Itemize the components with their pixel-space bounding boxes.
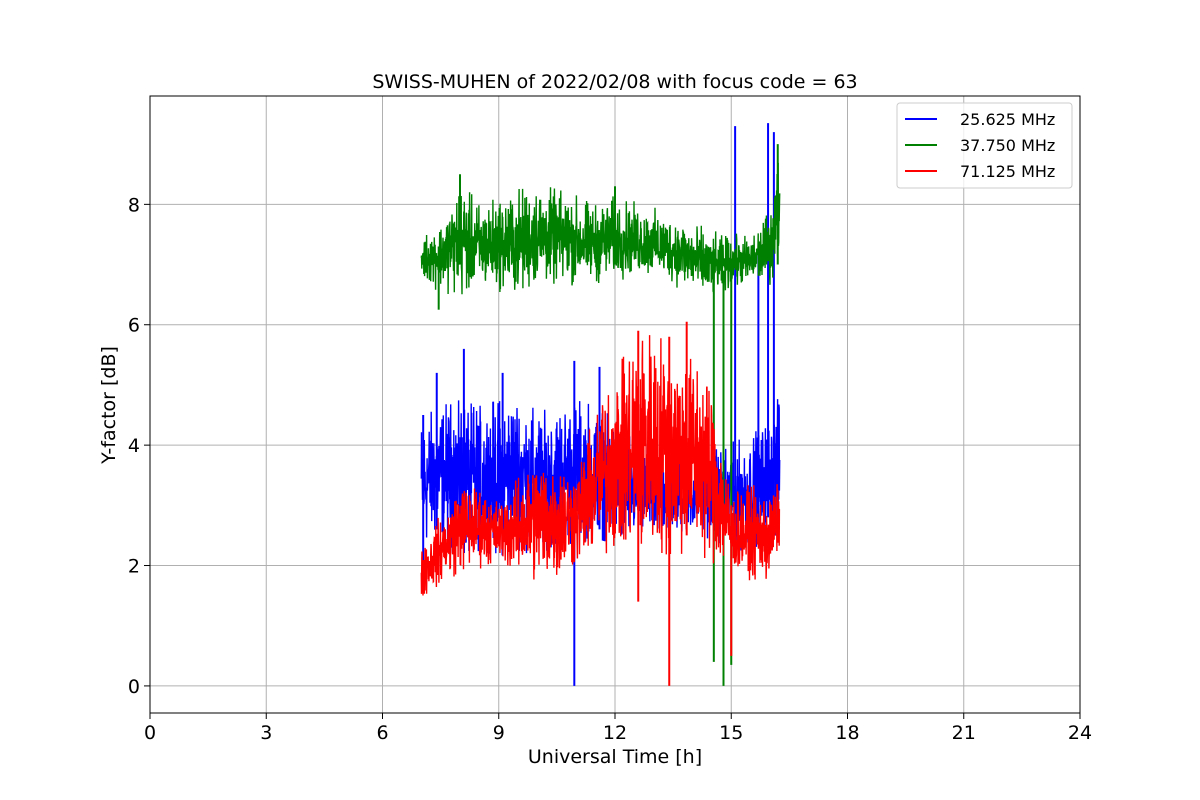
x-tick-label: 24 xyxy=(1068,722,1092,744)
legend-entry-0: 25.625 MHz xyxy=(960,110,1055,129)
x-tick-label: 3 xyxy=(260,722,272,744)
x-ticks: 0 3 6 9 12 15 18 21 24 xyxy=(144,713,1092,744)
series-2 xyxy=(420,321,781,686)
x-tick-label: 15 xyxy=(719,722,743,744)
x-axis-label: Universal Time [h] xyxy=(528,746,702,768)
y-ticks: 0 2 4 6 8 xyxy=(128,194,150,698)
x-tick-label: 6 xyxy=(376,722,388,744)
legend-box xyxy=(896,102,1073,189)
x-tick-label: 12 xyxy=(603,722,627,744)
y-tick-label: 8 xyxy=(128,194,140,216)
legend: 25.625 MHz 37.750 MHz 71.125 MHz xyxy=(896,102,1073,189)
y-axis-label: Y-factor [dB] xyxy=(98,346,120,465)
y-tick-label: 4 xyxy=(128,435,140,457)
series-line xyxy=(420,162,781,295)
x-tick-label: 0 xyxy=(144,722,156,744)
y-tick-label: 2 xyxy=(128,556,140,578)
chart-title: SWISS-MUHEN of 2022/02/08 with focus cod… xyxy=(372,71,857,93)
x-tick-label: 21 xyxy=(952,722,976,744)
legend-entry-1: 37.750 MHz xyxy=(960,136,1055,155)
series-line xyxy=(420,335,781,596)
y-tick-label: 0 xyxy=(128,676,140,698)
series-layer xyxy=(420,123,781,686)
legend-entry-2: 71.125 MHz xyxy=(960,162,1055,181)
y-tick-label: 6 xyxy=(128,315,140,337)
x-tick-label: 18 xyxy=(835,722,859,744)
x-tick-label: 9 xyxy=(493,722,505,744)
